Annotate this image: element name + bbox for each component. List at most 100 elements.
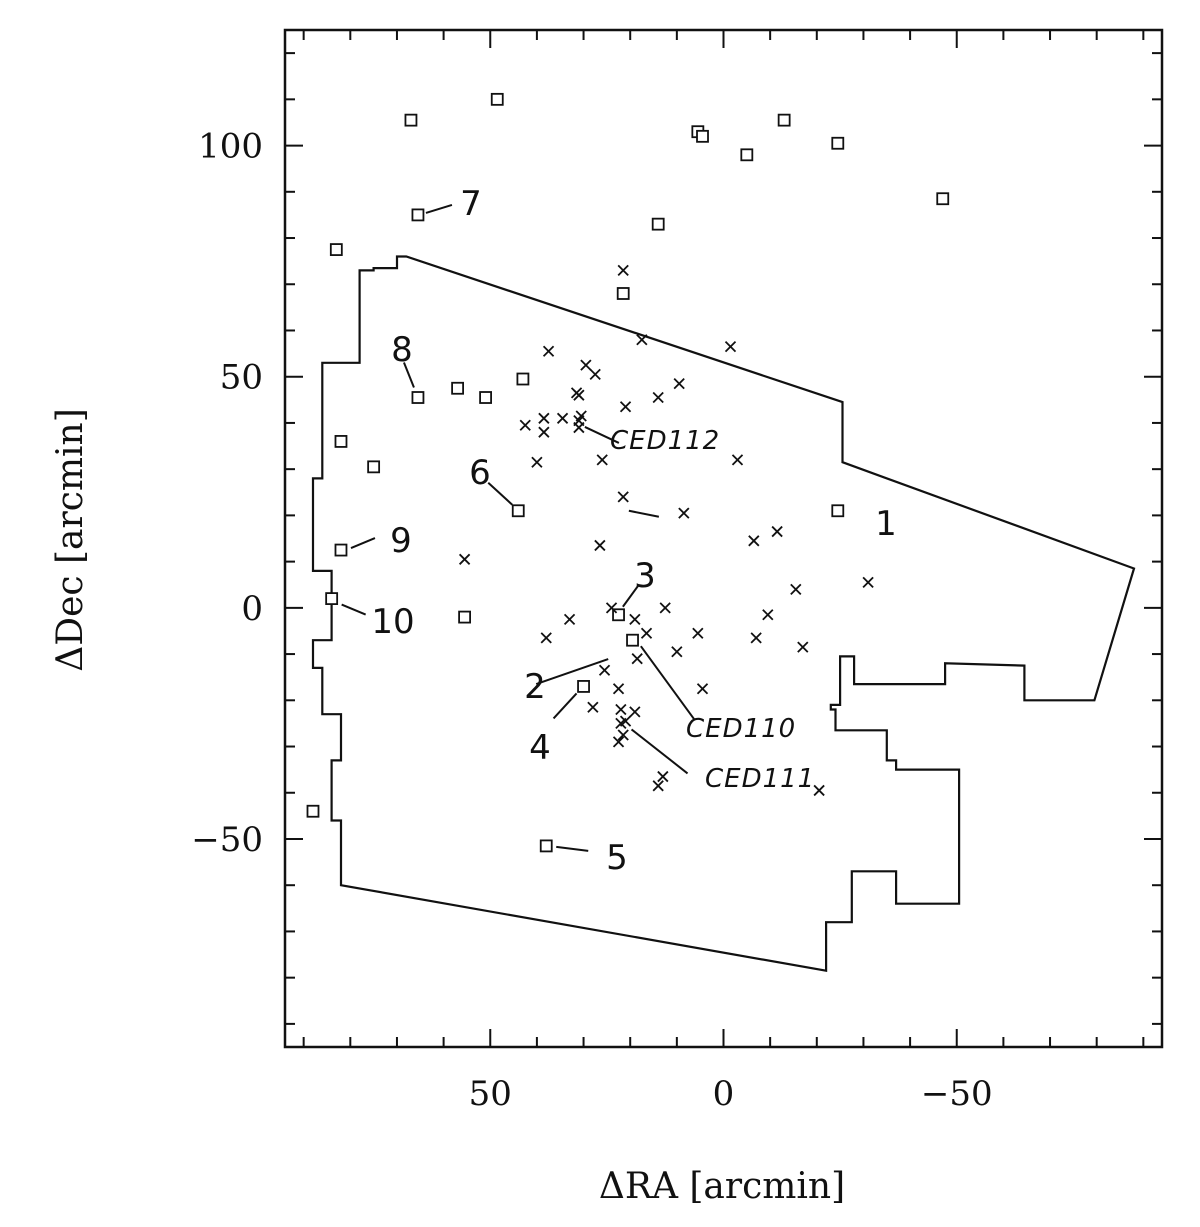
cross-point [657,770,669,783]
cross-stroke [612,736,625,748]
cross-stroke [617,491,629,503]
cross-stroke [542,345,555,357]
annotation-leader-line [535,658,609,686]
annotation-leader-line [630,728,689,775]
cross-point [797,641,809,653]
x-tick-label: 50 [469,1074,512,1114]
cross-stroke [589,368,601,381]
square-point [516,372,530,386]
cross-point [458,553,471,565]
cross-stroke [762,609,774,621]
cross-stroke [673,378,685,390]
cross-stroke [750,632,762,644]
square-point [367,460,381,474]
square-point [831,136,845,150]
cross-point [652,780,664,792]
cross-stroke [538,412,550,424]
cross-stroke [652,391,664,404]
cross-stroke [636,334,648,346]
cross-point [813,784,825,797]
cross-stroke [696,683,709,695]
cross-stroke [671,646,683,658]
square-point [696,129,709,143]
square-point [334,543,348,557]
cross-point [531,456,543,468]
cross-point [862,576,874,589]
cross-stroke [617,729,629,741]
cross-point [615,717,627,730]
annotation-leader-line [640,645,696,721]
cross-point [640,627,653,639]
cross-stroke [659,602,671,614]
cross-stroke [748,535,760,547]
cross-stroke [615,717,627,730]
annotation-leader-line [552,692,578,720]
cross-stroke [531,456,543,468]
cross-point [636,334,648,346]
cross-stroke [813,784,825,797]
cross-stroke [605,602,618,614]
cross-point [615,703,627,716]
annotation-leader-line [487,482,513,506]
square-point [511,504,525,518]
cross-stroke [629,613,641,626]
cross-stroke [594,539,606,552]
square-point [740,148,754,162]
annotation-leader-line [403,362,415,388]
source-number-label: 4 [529,728,551,768]
source-number-label: 6 [469,453,491,493]
cross-point [612,683,625,695]
square-point [626,633,639,647]
cross-stroke [652,780,664,792]
cross-point [692,627,704,639]
x-axis-title: ΔRA [arcmin] [599,1166,845,1207]
cross-stroke [598,664,611,676]
cross-stroke [612,683,625,695]
cross-stroke [862,576,874,589]
cross-stroke [615,703,627,716]
cross-stroke [619,401,632,413]
cross-stroke [540,632,552,644]
annotation-leader-line [584,426,620,444]
cross-point [629,613,641,626]
cross-stroke [519,419,531,431]
survey-boundary [311,255,1136,973]
cross-stroke [573,421,585,434]
y-tick-label: 100 [198,127,263,167]
source-number-label: 10 [371,602,414,642]
y-tick-label: −50 [191,820,263,860]
source-number-label: 3 [634,556,656,596]
cross-point [617,729,629,741]
cross-point [605,602,618,614]
cross-stroke [573,389,585,401]
cross-point [596,454,608,466]
cross-stroke [797,641,809,653]
cross-stroke [563,613,576,626]
cross-point [580,359,592,371]
cross-point [673,378,685,390]
cross-point [598,664,611,676]
cross-stroke [538,426,550,438]
source-number-label: 2 [524,667,546,707]
annotations: 1 2 3 4 5 6 7 8 9 10 CED112 CED110 CED111 [341,184,897,878]
cross-stroke [657,770,669,783]
cross-stroke [640,627,653,639]
cross-point [762,609,774,621]
plot-frame [283,28,1164,1049]
cross-stroke [731,454,744,466]
survey-region-outline [311,255,1136,973]
annotation-leader-line [628,509,660,518]
square-point [334,435,348,448]
square-point [411,208,425,222]
cross-point [659,602,671,614]
cross-point [750,632,762,644]
square-point [777,113,791,127]
cross-point [631,653,643,665]
cross-point [696,683,709,695]
cross-point [619,401,632,413]
square-point [479,391,492,404]
source-number-label: 5 [606,838,628,878]
cross-stroke [771,525,783,538]
cross-point [724,341,737,353]
